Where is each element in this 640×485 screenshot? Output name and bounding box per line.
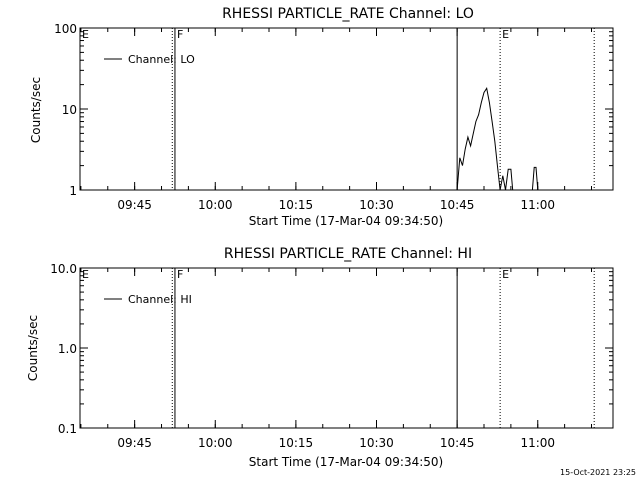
hi-plot-frame (79, 267, 614, 429)
x-tick-label: 10:00 (198, 198, 233, 212)
x-tick-label: 10:45 (440, 198, 475, 212)
hi-y-axis-label: Counts/sec (26, 315, 40, 381)
y-tick-label: 10 (62, 103, 77, 117)
time-marker-label: F (177, 28, 183, 41)
hi-legend-label: Channel: HI (128, 293, 192, 306)
y-tick-label: 1 (69, 184, 77, 198)
x-tick-label: 10:30 (359, 198, 394, 212)
hi-axes: 09:45 10:00 10:15 10:30 10:45 11:00 0.1 1.0 10.0 (50, 262, 613, 450)
time-marker-label: E (82, 268, 89, 281)
lo-x-axis-label: Start Time (17-Mar-04 09:34:50) (249, 214, 443, 228)
x-tick-label: 09:45 (117, 436, 152, 450)
y-tick-label: 10.0 (50, 262, 77, 276)
y-tick-label: 0.1 (58, 422, 77, 436)
footer-timestamp: 15-Oct-2021 23:25 (560, 468, 636, 477)
x-tick-label: 11:00 (520, 436, 555, 450)
lo-legend-label: Channel: LO (128, 53, 195, 66)
x-tick-label: 10:00 (198, 436, 233, 450)
lo-data-series (456, 86, 539, 191)
y-tick-label: 1.0 (58, 342, 77, 356)
x-tick-label: 10:30 (359, 436, 394, 450)
hi-chart-title: RHESSI PARTICLE_RATE Channel: HI (224, 246, 472, 262)
time-marker-label: E (502, 28, 509, 41)
series-line (456, 86, 539, 191)
hi-channel-panel: RHESSI PARTICLE_RATE Channel: HI Counts/… (26, 246, 614, 469)
hi-x-axis-label: Start Time (17-Mar-04 09:34:50) (249, 455, 443, 469)
lo-channel-panel: RHESSI PARTICLE_RATE Channel: LO Counts/… (29, 6, 614, 228)
lo-y-axis-label: Counts/sec (29, 77, 43, 143)
x-tick-label: 10:15 (279, 436, 314, 450)
x-tick-label: 10:45 (440, 436, 475, 450)
x-tick-label: 11:00 (520, 198, 555, 212)
time-marker-label: F (177, 268, 183, 281)
y-tick-label: 100 (54, 22, 77, 36)
lo-chart-title: RHESSI PARTICLE_RATE Channel: LO (222, 6, 474, 22)
time-marker-label: E (502, 268, 509, 281)
x-tick-label: 09:45 (117, 198, 152, 212)
x-tick-label: 10:15 (279, 198, 314, 212)
time-marker-label: E (82, 28, 89, 41)
lo-axes: 09:45 10:00 10:15 10:30 10:45 11:00 1 10 100 (54, 22, 613, 212)
